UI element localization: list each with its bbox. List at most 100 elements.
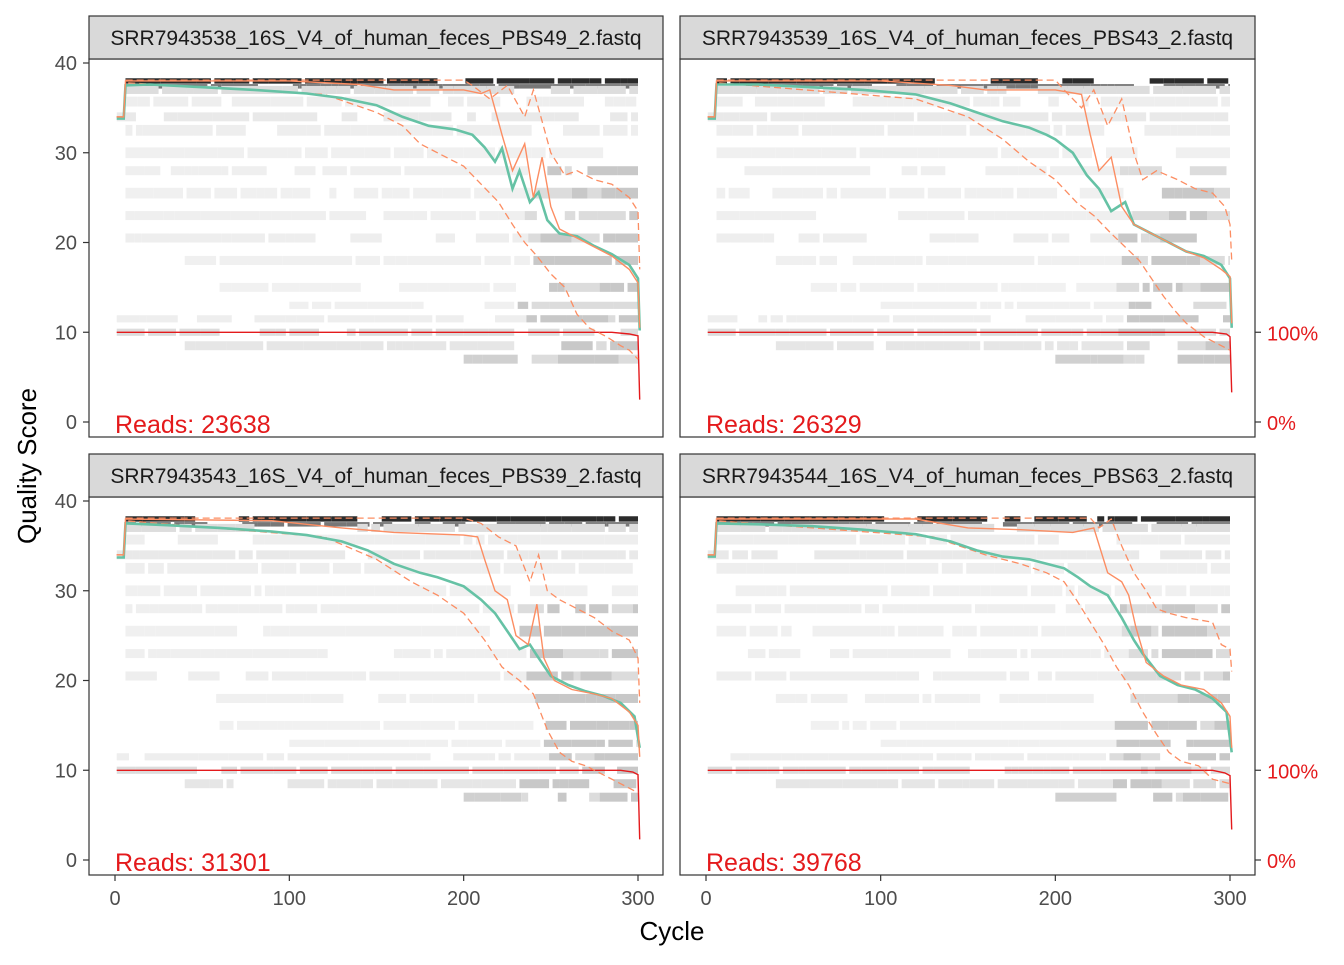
heat-tile xyxy=(784,604,817,614)
heat-tile xyxy=(116,112,136,122)
heat-tile xyxy=(266,753,285,761)
heat-tile xyxy=(866,550,904,560)
heat-tile xyxy=(373,604,398,614)
heat-tile xyxy=(285,585,318,597)
heat-tile xyxy=(1174,78,1204,84)
heat-tile xyxy=(413,187,443,199)
heat-tile xyxy=(393,147,410,159)
heat-tile xyxy=(962,779,970,789)
heat-tile xyxy=(1177,124,1197,136)
heat-tile xyxy=(875,523,909,532)
heat-tile xyxy=(383,753,417,761)
heat-tile xyxy=(1093,301,1129,309)
heat-tile xyxy=(371,523,380,532)
heat-tile xyxy=(282,255,316,265)
quartile-75-line xyxy=(707,517,1233,672)
heat-tile xyxy=(369,671,400,681)
heat-tile xyxy=(1053,124,1063,136)
heat-tile xyxy=(264,585,274,597)
heat-tile xyxy=(407,255,445,265)
heat-tile xyxy=(1001,282,1009,292)
heat-tile xyxy=(1130,550,1140,560)
heat-tile xyxy=(461,211,476,221)
quartile-75-line xyxy=(116,79,641,270)
heat-tile xyxy=(430,112,452,122)
heat-tile xyxy=(306,124,321,136)
heat-tile xyxy=(535,187,572,199)
facet-strip-title: SRR7943538_16S_V4_of_human_feces_PBS49_2… xyxy=(110,27,641,50)
heat-tile xyxy=(802,255,817,265)
heat-tile xyxy=(620,328,638,336)
heat-tile xyxy=(1085,720,1115,730)
heat-tile xyxy=(789,585,824,597)
heat-tile xyxy=(833,550,860,560)
heat-tile xyxy=(927,187,951,199)
heat-tile xyxy=(563,649,581,659)
heat-tile xyxy=(882,147,918,159)
heat-tile xyxy=(899,720,927,730)
heat-tile xyxy=(331,282,361,292)
heat-tile xyxy=(557,792,567,802)
heat-tile xyxy=(716,671,752,681)
heat-tile xyxy=(1228,255,1230,265)
heat-tile xyxy=(1182,282,1201,292)
heat-tile xyxy=(957,534,989,545)
heat-tile xyxy=(1102,523,1115,532)
heat-tile xyxy=(1144,124,1171,136)
heat-tile xyxy=(1092,341,1124,351)
heat-tile xyxy=(397,585,433,597)
heat-tile xyxy=(141,233,170,243)
heat-tile xyxy=(604,96,614,107)
heat-tile xyxy=(193,85,218,94)
heat-tile xyxy=(1046,693,1072,703)
heat-tile xyxy=(1001,187,1014,199)
heat-tile xyxy=(1123,550,1131,560)
heat-tile xyxy=(1112,779,1127,789)
heat-tile xyxy=(924,85,958,94)
x-tick-label: 100 xyxy=(864,888,897,910)
heat-tile xyxy=(570,720,597,730)
heat-tile xyxy=(1102,211,1133,221)
heat-tile xyxy=(196,187,211,199)
heat-tile xyxy=(1196,124,1211,136)
heat-tile xyxy=(990,96,1000,107)
heat-tile xyxy=(917,147,939,159)
reads-count-label: Reads: 39768 xyxy=(706,849,862,877)
heat-tile xyxy=(580,671,612,681)
heat-tile xyxy=(837,112,862,122)
heat-tile xyxy=(409,147,424,159)
heat-tile xyxy=(503,166,529,176)
heat-tile xyxy=(826,187,837,199)
heat-tile xyxy=(716,211,740,221)
heat-tile xyxy=(169,233,190,243)
heat-tile xyxy=(292,187,311,199)
heat-tile xyxy=(934,693,955,703)
heat-tile xyxy=(214,625,238,637)
heat-tile xyxy=(999,341,1024,351)
heat-tile xyxy=(144,625,156,637)
heat-tile xyxy=(922,739,958,747)
heat-tile xyxy=(898,625,918,637)
heat-tile xyxy=(1210,585,1225,597)
heat-tile xyxy=(503,671,527,681)
heat-tile xyxy=(230,211,260,221)
heat-tile xyxy=(1189,693,1218,703)
heat-tile xyxy=(413,341,447,351)
heat-tile xyxy=(1069,341,1079,351)
heat-tile xyxy=(1193,739,1224,747)
heat-tile xyxy=(859,550,867,560)
quartile-75-line xyxy=(116,517,641,703)
heat-tile xyxy=(329,187,337,199)
heat-tile xyxy=(954,604,965,614)
heat-tile xyxy=(414,562,452,574)
heat-tile xyxy=(139,550,159,560)
heat-tile xyxy=(557,78,572,84)
heat-tile xyxy=(402,550,421,560)
x-tick-label: 200 xyxy=(1039,888,1072,910)
heat-tile xyxy=(324,739,360,747)
heat-tile xyxy=(809,534,824,545)
heat-tile xyxy=(125,85,159,94)
heat-tile xyxy=(917,112,944,122)
heat-tile xyxy=(264,187,278,199)
heat-tile xyxy=(1036,282,1066,292)
